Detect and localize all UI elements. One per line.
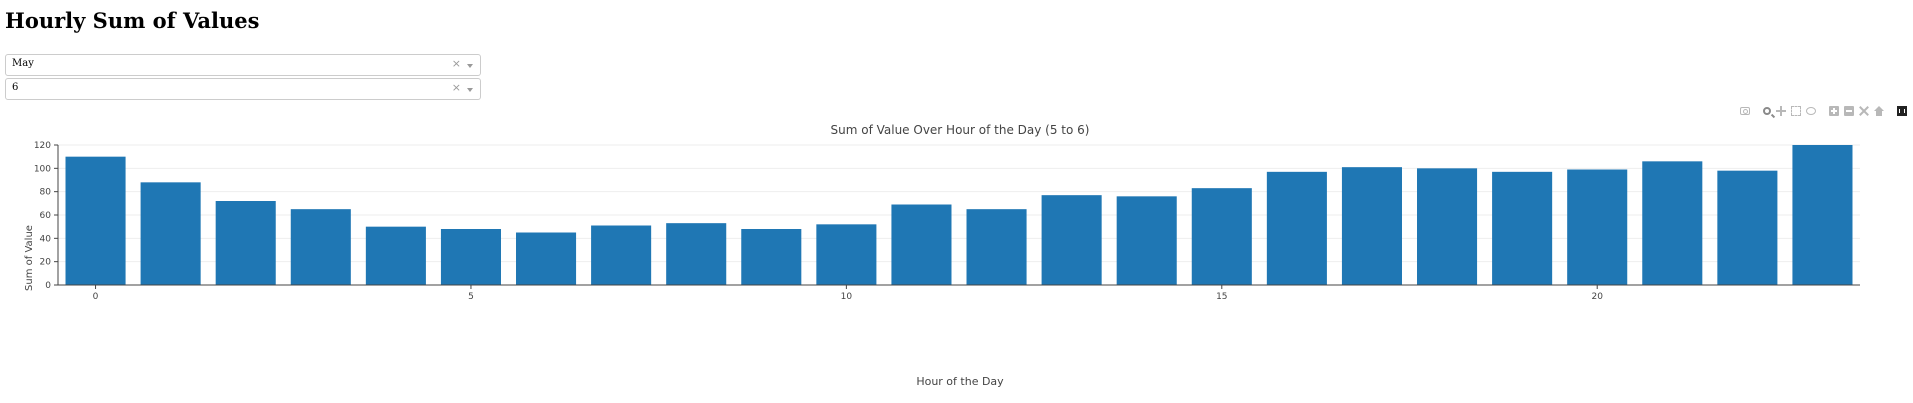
bar-hour-5[interactable] (441, 229, 501, 285)
month-chevron-down-icon[interactable] (467, 64, 473, 68)
y-tick-label: 20 (40, 258, 52, 268)
y-tick-label: 120 (34, 141, 51, 151)
bar-hour-0[interactable] (66, 157, 126, 285)
bar-hour-23[interactable] (1792, 145, 1852, 285)
bar-hour-9[interactable] (741, 229, 801, 285)
month-dropdown-value: May (12, 59, 34, 69)
x-tick-label: 10 (841, 292, 853, 302)
bar-hour-22[interactable] (1717, 171, 1777, 285)
month-clear-icon[interactable]: × (452, 58, 461, 69)
y-tick-label: 40 (40, 234, 52, 244)
x-tick-label: 0 (93, 292, 99, 302)
bar-hour-10[interactable] (816, 224, 876, 285)
page-title: Hourly Sum of Values (5, 10, 259, 31)
y-tick-label: 100 (34, 164, 51, 174)
bar-hour-20[interactable] (1567, 170, 1627, 286)
day-dropdown-value: 6 (12, 83, 18, 93)
x-tick-label: 20 (1591, 292, 1603, 302)
day-clear-icon[interactable]: × (452, 82, 461, 93)
bar-hour-7[interactable] (591, 226, 651, 286)
y-axis-title: Sum of Value (24, 225, 35, 291)
chart-title: Sum of Value Over Hour of the Day (5 to … (831, 123, 1090, 137)
bar-hour-13[interactable] (1042, 195, 1102, 285)
bar-hour-19[interactable] (1492, 172, 1552, 285)
bar-hour-16[interactable] (1267, 172, 1327, 285)
bar-hour-1[interactable] (141, 182, 201, 285)
bar-hour-15[interactable] (1192, 188, 1252, 285)
y-tick-label: 60 (40, 211, 52, 221)
bar-hour-17[interactable] (1342, 167, 1402, 285)
bar-chart: Sum of Value Over Hour of the Day (5 to … (0, 100, 1913, 403)
y-tick-label: 80 (40, 188, 52, 198)
bar-hour-12[interactable] (967, 209, 1027, 285)
bar-hour-4[interactable] (366, 227, 426, 285)
bar-hour-3[interactable] (291, 209, 351, 285)
x-tick-label: 5 (468, 292, 474, 302)
bar-hour-6[interactable] (516, 233, 576, 286)
bar-hour-14[interactable] (1117, 196, 1177, 285)
bar-hour-21[interactable] (1642, 161, 1702, 285)
month-dropdown[interactable]: May × (5, 54, 481, 76)
bar-hour-18[interactable] (1417, 168, 1477, 285)
x-tick-label: 15 (1216, 292, 1227, 302)
y-tick-label: 0 (45, 281, 51, 291)
bar-hour-2[interactable] (216, 201, 276, 285)
day-dropdown[interactable]: 6 × (5, 78, 481, 100)
day-chevron-down-icon[interactable] (467, 88, 473, 92)
bar-hour-8[interactable] (666, 223, 726, 285)
x-axis-title: Hour of the Day (916, 375, 1004, 388)
bar-hour-11[interactable] (891, 205, 951, 286)
